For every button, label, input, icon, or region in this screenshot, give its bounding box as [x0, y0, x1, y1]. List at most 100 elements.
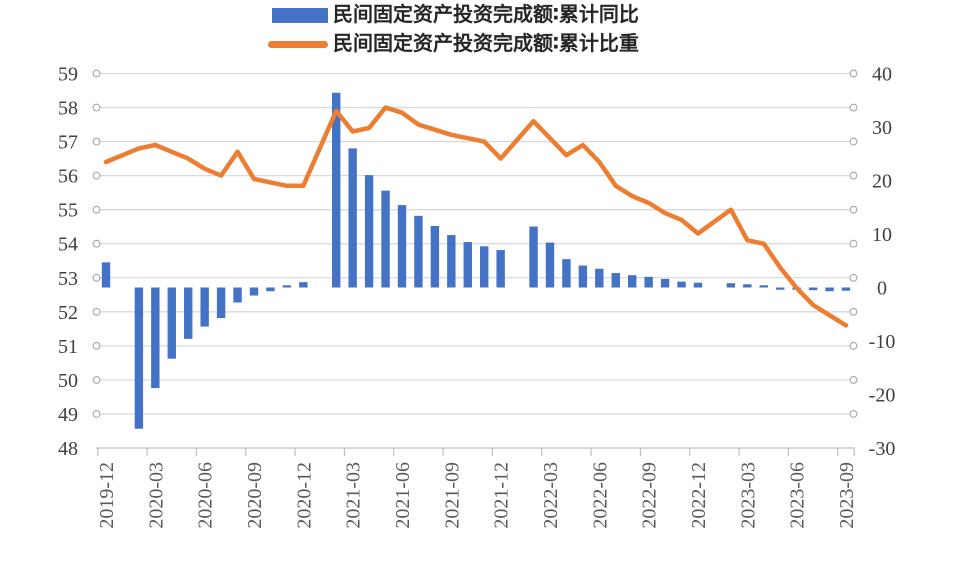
bar	[545, 242, 555, 288]
left-tick-circle	[92, 137, 101, 146]
bar	[332, 92, 341, 288]
bar	[151, 287, 160, 389]
left-axis-tick-label: 51	[58, 336, 78, 358]
x-axis-tick-label: 2021-09	[441, 462, 463, 529]
x-axis	[96, 447, 855, 456]
legend-swatch-cell	[266, 41, 328, 48]
x-axis-tick-label: 2022-06	[589, 462, 611, 529]
left-tick-circle	[92, 375, 101, 384]
bar	[200, 287, 209, 327]
right-axis-tick-label: -10	[869, 331, 896, 353]
bar	[611, 273, 620, 288]
x-axis-tick-label: 2021-12	[491, 462, 513, 529]
x-axis-tick-label: 2022-09	[639, 462, 661, 529]
left-tick-circle	[92, 69, 101, 78]
right-tick-circle	[849, 205, 858, 214]
legend-swatch-cell	[266, 8, 328, 23]
right-tick-circle	[849, 171, 858, 180]
right-axis-tick-label: 20	[872, 171, 892, 193]
x-axis-tick-label: 2022-03	[540, 462, 562, 529]
legend-label-bar-series: 民间固定资产投资完成额∶累计同比	[333, 4, 639, 26]
left-axis-tick-label: 48	[58, 438, 78, 460]
bar	[496, 250, 505, 288]
left-axis-tick-label: 52	[58, 302, 78, 324]
bar	[677, 281, 686, 288]
bar	[282, 285, 292, 288]
x-axis-tick-label: 2023-06	[787, 462, 809, 529]
right-axis-tick-label: 40	[872, 64, 892, 86]
legend-label-line-series: 民间固定资产投资完成额∶累计比重	[333, 33, 639, 55]
bar	[216, 287, 226, 318]
right-tick-circle	[849, 103, 858, 112]
axis-tick-circles	[92, 69, 858, 418]
bar	[463, 242, 472, 288]
bar	[397, 205, 407, 288]
bar	[628, 275, 637, 288]
bar	[743, 284, 752, 288]
bar	[101, 262, 111, 288]
bar	[693, 282, 703, 288]
right-axis-tick-label: 0	[877, 278, 887, 300]
bar	[233, 287, 242, 303]
right-tick-circle	[849, 69, 858, 78]
left-tick-circle	[92, 307, 101, 316]
x-axis-tick-label: 2023-09	[836, 462, 858, 529]
bar	[299, 282, 308, 288]
bar	[430, 225, 440, 288]
x-axis-tick-label: 2020-06	[195, 462, 217, 529]
x-axis-tick-label: 2020-09	[244, 462, 266, 529]
bar	[414, 215, 423, 288]
bar	[447, 235, 456, 288]
right-tick-circle	[849, 239, 858, 248]
line-series	[103, 105, 849, 328]
right-axis-tick-label: 10	[872, 224, 892, 246]
line-series-swatch	[268, 41, 328, 48]
x-axis-tick-label: 2020-12	[293, 462, 315, 529]
x-axis-tick-label: 2019-12	[96, 462, 118, 529]
x-axis-tick-label: 2023-03	[737, 462, 759, 529]
bar	[266, 287, 275, 292]
right-tick-circle	[849, 137, 858, 146]
bar	[578, 265, 588, 288]
left-axis-tick-label: 56	[58, 166, 78, 188]
left-tick-circle	[92, 410, 101, 418]
x-axis-tick-label: 2021-03	[343, 462, 365, 529]
bar	[825, 287, 834, 292]
left-tick-circle	[92, 341, 101, 350]
bar	[167, 287, 176, 359]
right-tick-circle	[849, 273, 858, 282]
bar	[562, 259, 571, 288]
bar	[480, 246, 489, 288]
left-tick-circle	[92, 171, 101, 180]
bar	[644, 276, 653, 288]
left-axis-tick-label: 59	[58, 64, 78, 86]
left-axis-tick-label: 53	[58, 268, 78, 290]
bar	[759, 285, 768, 288]
left-axis-tick-label: 49	[58, 404, 78, 426]
left-tick-circle	[92, 205, 101, 214]
right-tick-circle	[849, 410, 858, 418]
bar	[595, 268, 604, 288]
bar	[776, 287, 785, 290]
bar	[249, 287, 259, 296]
x-axis-tick-label: 2022-12	[688, 462, 710, 529]
right-axis-tick-label: 30	[872, 117, 892, 139]
right-axis-labels: 40 30 20 10 0 -10 -20 -30	[869, 64, 896, 461]
x-axis-tick-label: 2021-06	[392, 462, 414, 529]
chart-legend: 民间固定资产投资完成额∶累计同比 民间固定资产投资完成额∶累计比重	[266, 1, 639, 59]
bar	[348, 148, 357, 288]
left-tick-circle	[92, 273, 101, 282]
bar	[726, 283, 736, 288]
right-tick-circle	[849, 307, 858, 316]
gridlines	[100, 72, 850, 415]
bar	[134, 287, 144, 429]
bar	[529, 226, 538, 288]
bar	[381, 190, 390, 288]
bar	[841, 287, 851, 291]
left-axis-tick-label: 58	[58, 98, 78, 120]
left-axis-tick-label: 55	[58, 200, 78, 222]
bar-series-swatch	[272, 8, 328, 23]
left-axis-tick-label: 57	[58, 132, 78, 154]
